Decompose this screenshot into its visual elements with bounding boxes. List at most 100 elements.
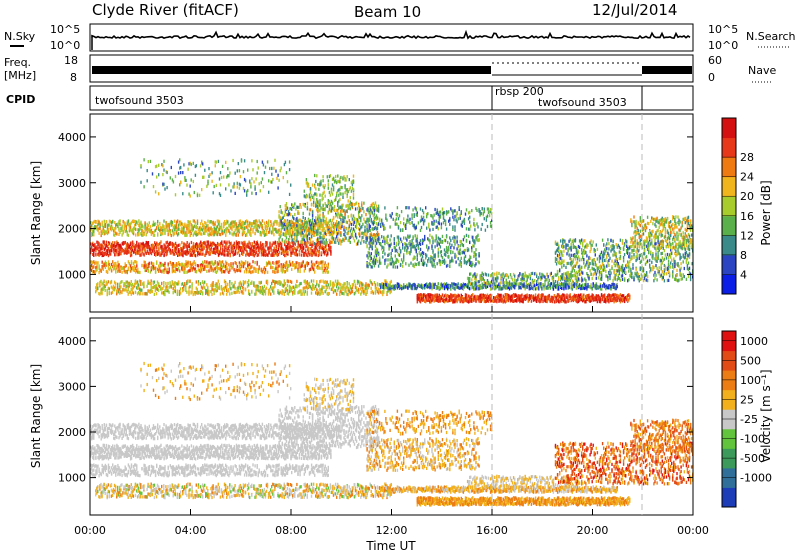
- power-cell: [148, 221, 150, 225]
- power-cell: [248, 240, 250, 244]
- power-cell: [340, 218, 342, 222]
- power-cell: [95, 266, 97, 270]
- power-cell: [224, 220, 226, 224]
- power-cell: [192, 233, 194, 237]
- power-cell: [283, 251, 285, 255]
- power-cell: [177, 253, 179, 257]
- power-cell: [184, 270, 186, 274]
- nave-tick-bottom: 0: [708, 71, 715, 84]
- power-cell: [341, 186, 343, 190]
- power-cell: [243, 226, 246, 231]
- power-cell: [201, 291, 204, 295]
- power-cell: [455, 260, 457, 264]
- power-cell: [214, 260, 216, 264]
- power-cell: [164, 293, 166, 297]
- power-cell: [263, 245, 265, 249]
- power-cell: [273, 241, 275, 245]
- power-cell: [241, 241, 243, 245]
- power-cell: [304, 242, 306, 246]
- power-cell: [317, 229, 319, 233]
- power-cell: [259, 233, 261, 237]
- power-cell: [152, 223, 155, 227]
- power-cell: [414, 256, 416, 260]
- power-cell: [251, 222, 253, 226]
- power-cell: [144, 244, 146, 248]
- power-cell: [329, 248, 331, 252]
- power-cell: [137, 269, 139, 273]
- power-cell: [400, 239, 403, 244]
- power-cell: [289, 244, 291, 248]
- power-cell: [173, 243, 176, 247]
- power-cell: [123, 223, 125, 228]
- power-cell: [316, 248, 318, 252]
- power-cell: [263, 253, 265, 257]
- nsky-trace: [91, 29, 691, 50]
- power-cell: [97, 240, 99, 245]
- power-cell: [265, 228, 268, 233]
- power-cell: [238, 241, 241, 245]
- power-cell: [90, 251, 92, 255]
- power-cell: [169, 251, 172, 255]
- power-cell: [406, 238, 408, 242]
- power-cell: [275, 219, 277, 224]
- power-cell: [185, 230, 187, 234]
- power-cell: [118, 246, 120, 250]
- power-cell: [244, 226, 247, 230]
- power-cell: [286, 229, 289, 233]
- power-cell: [371, 265, 373, 269]
- power-cell: [142, 225, 144, 229]
- power-cell: [225, 222, 227, 226]
- power-cell: [251, 265, 253, 269]
- power-cell: [330, 189, 333, 193]
- power-cell: [177, 280, 180, 284]
- power-cell: [315, 230, 317, 234]
- power-cell: [109, 220, 112, 224]
- power-cell: [154, 246, 156, 250]
- power-cell: [291, 245, 293, 249]
- power-cell: [106, 249, 109, 253]
- power-cell: [296, 216, 298, 221]
- power-cell: [313, 200, 315, 205]
- power-cell: [384, 237, 386, 241]
- power-cell: [240, 224, 243, 228]
- power-cell: [115, 245, 117, 249]
- power-cell: [191, 245, 194, 249]
- power-cell: [179, 269, 181, 273]
- power-cell: [215, 244, 218, 248]
- power-cell: [441, 240, 444, 244]
- power-cell: [378, 218, 381, 222]
- power-cell: [288, 236, 291, 240]
- power-cell: [165, 250, 167, 254]
- power-cell: [137, 248, 139, 252]
- power-cell: [140, 282, 142, 287]
- power-cell: [322, 218, 324, 222]
- power-cell: [117, 245, 119, 249]
- power-cell: [91, 268, 93, 272]
- power-cell: [268, 223, 270, 227]
- power-cell: [328, 243, 330, 247]
- power-cell: [125, 246, 128, 250]
- power-cell: [338, 241, 340, 245]
- power-cell: [395, 241, 398, 245]
- power-cell: [260, 280, 262, 284]
- power-cell: [190, 251, 193, 255]
- power-cell: [272, 226, 274, 231]
- power-cell: [121, 224, 123, 228]
- power-cell: [125, 229, 127, 233]
- power-cell: [334, 289, 337, 293]
- power-cell: [139, 222, 141, 226]
- power-cell: [134, 260, 136, 264]
- power-cell: [345, 178, 347, 182]
- power-cell: [234, 220, 236, 224]
- power-cell: [119, 246, 121, 250]
- power-cell: [320, 279, 322, 283]
- power-cell: [296, 279, 298, 283]
- power-cell: [391, 248, 393, 252]
- power-cell: [119, 265, 121, 269]
- power-cell: [138, 270, 140, 274]
- power-cell: [174, 290, 176, 294]
- power-cell: [149, 247, 152, 251]
- power-cell: [213, 233, 215, 237]
- power-cell: [271, 230, 273, 234]
- power-cell: [327, 252, 329, 256]
